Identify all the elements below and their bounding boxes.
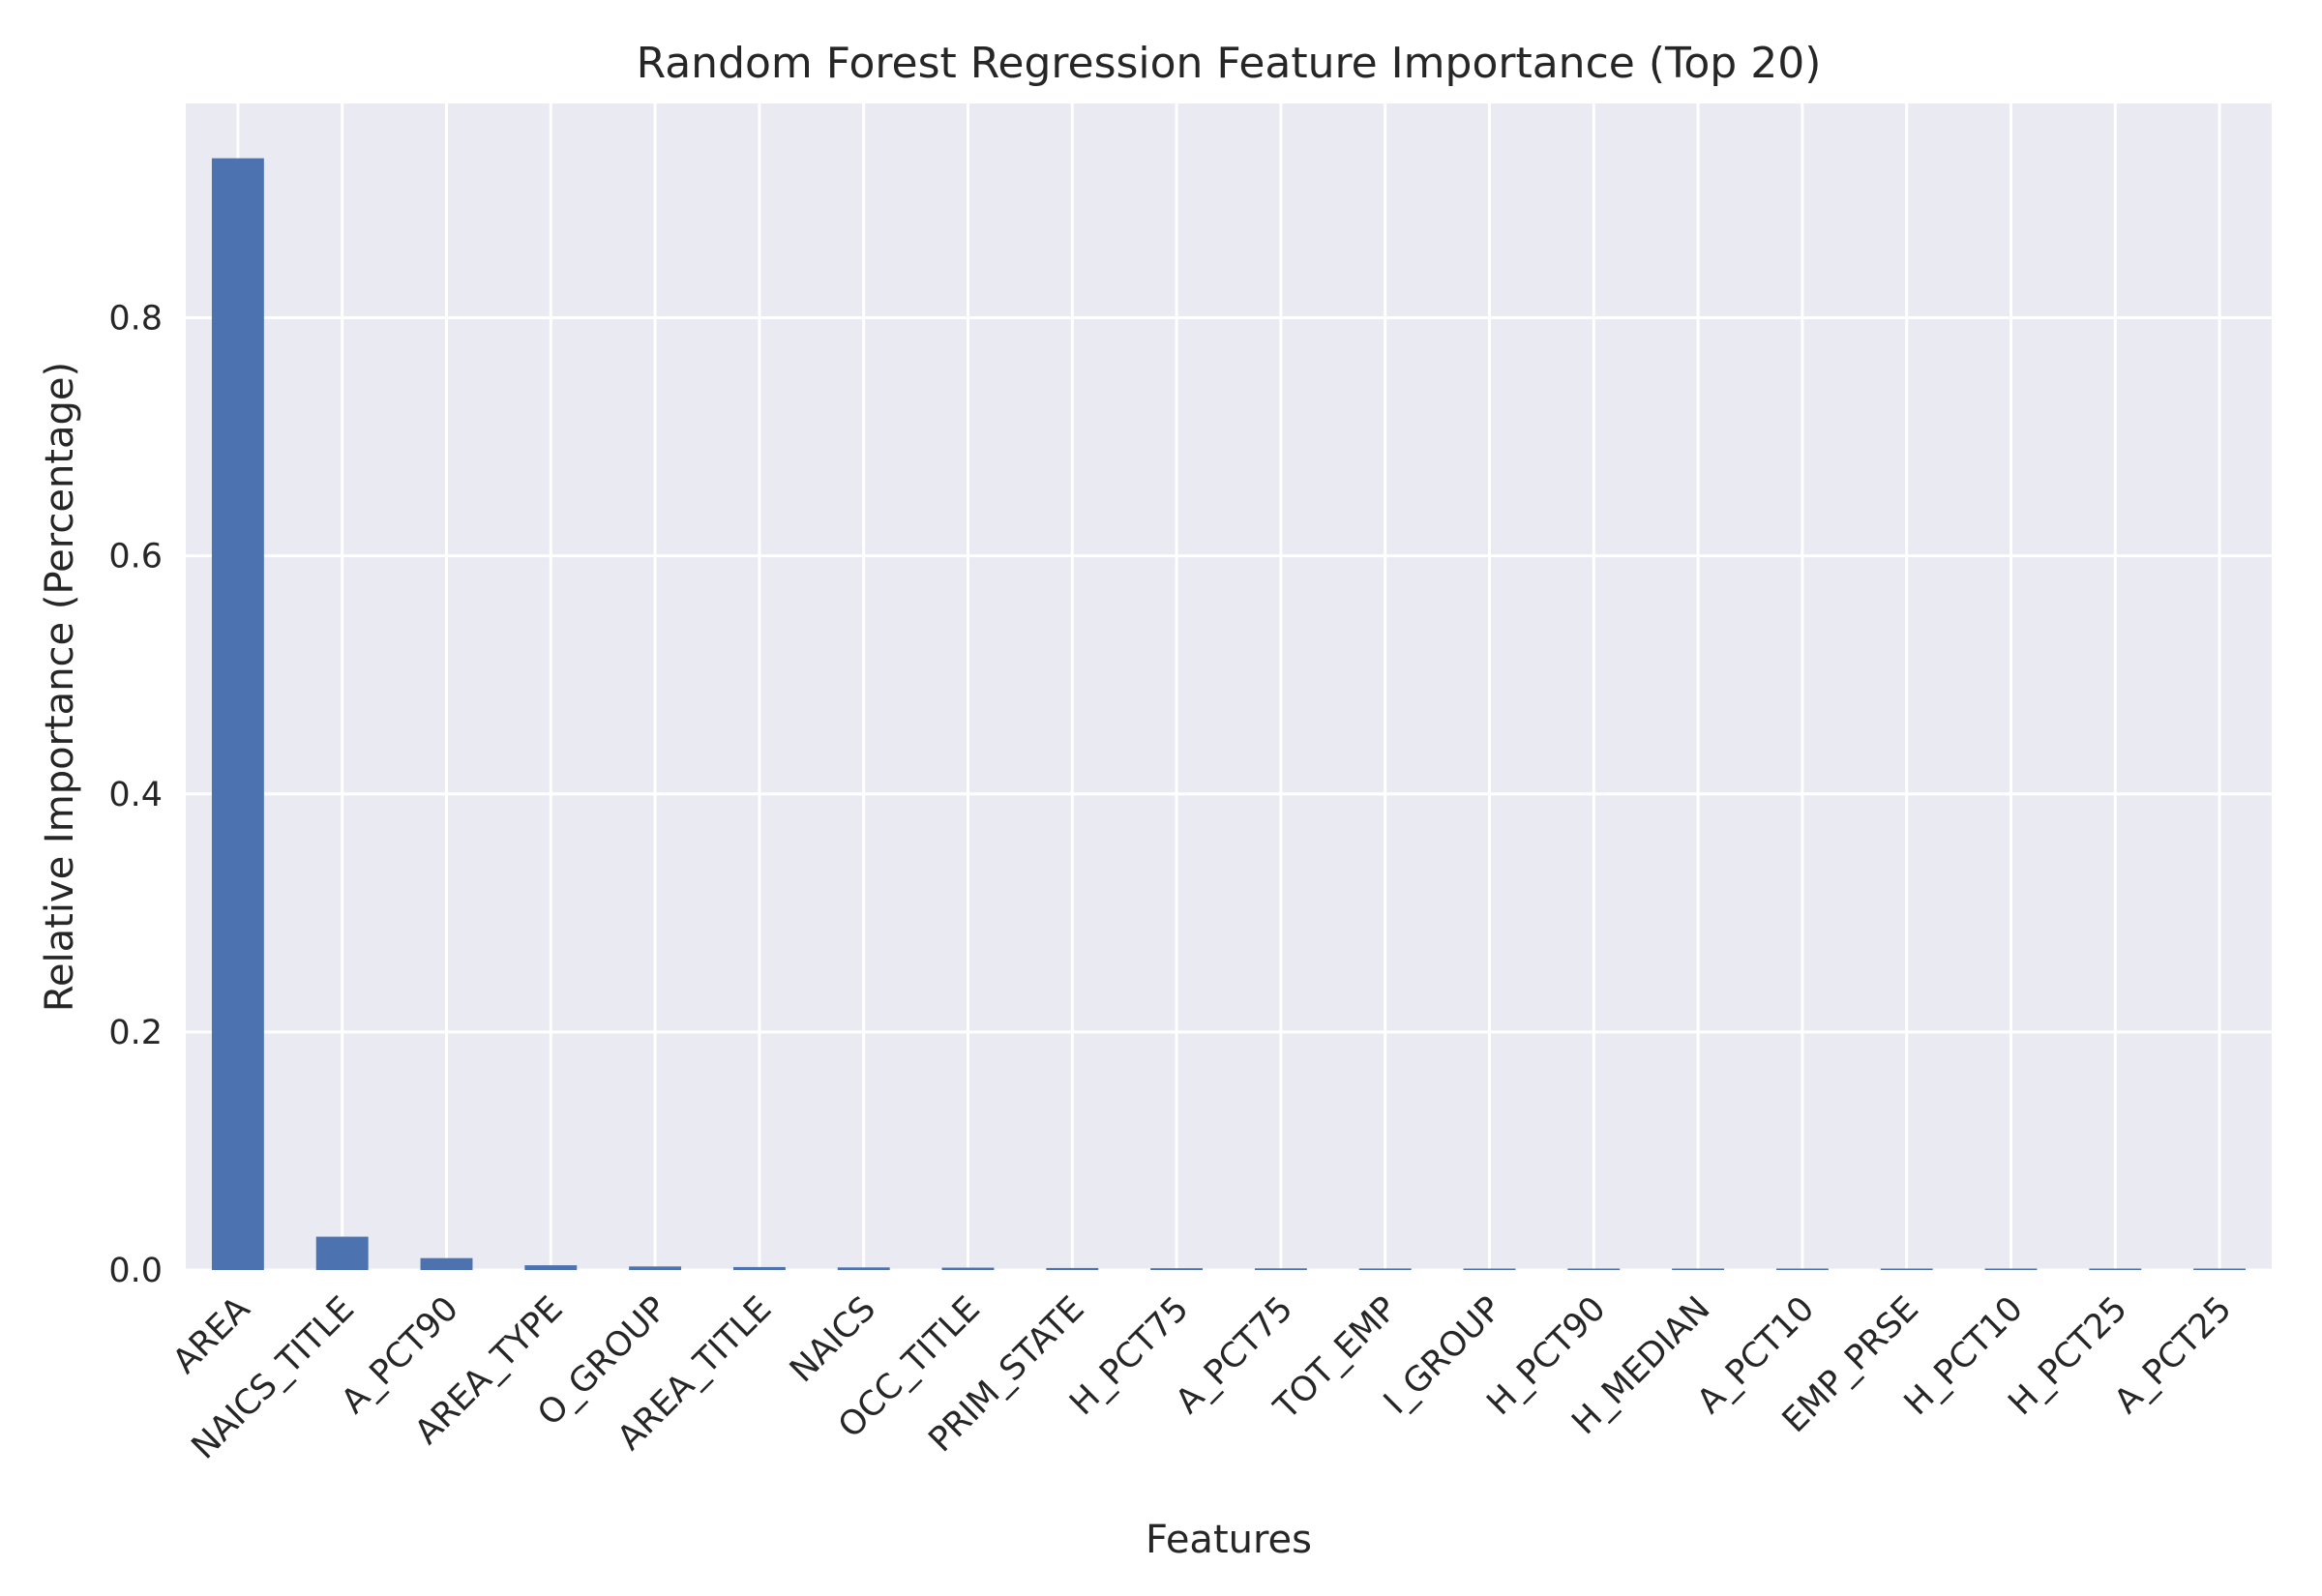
bar-naics xyxy=(837,1267,890,1270)
bar-a-pct10 xyxy=(1775,1268,1829,1270)
bar-h-median xyxy=(1672,1268,1725,1270)
bar-h-pct90 xyxy=(1567,1268,1621,1270)
y-tick-labels: 0.0 0.2 0.4 0.6 0.8 xyxy=(108,300,163,1290)
bar-h-pct75 xyxy=(1150,1268,1204,1270)
bar-o-group xyxy=(629,1266,682,1270)
y-tick-label: 0.4 xyxy=(108,776,163,814)
chart-title: Random Forest Regression Feature Importa… xyxy=(637,39,1822,88)
bar-area-title xyxy=(732,1266,786,1270)
bar-i-group xyxy=(1463,1268,1516,1270)
bar-naics-title xyxy=(315,1236,369,1270)
x-axis-label: Features xyxy=(1146,1518,1312,1562)
bar-occ-title xyxy=(941,1267,995,1270)
bars xyxy=(211,158,2247,1271)
bar-area-type xyxy=(524,1265,578,1270)
bar-a-pct75 xyxy=(1254,1268,1307,1270)
y-axis-label: Relative Importance (Percentage) xyxy=(38,362,82,1012)
bar-h-pct25 xyxy=(2089,1268,2142,1270)
bar-a-pct90 xyxy=(420,1257,473,1270)
x-tick-label: AREA xyxy=(165,1289,257,1381)
x-tick-labels: AREANAICS_TITLEA_PCT90AREA_TYPEO_GROUPAR… xyxy=(165,1289,2239,1466)
plot-background xyxy=(186,103,2272,1270)
x-tick-label: NAICS xyxy=(783,1289,883,1390)
bar-area xyxy=(211,158,264,1271)
bar-h-pct10 xyxy=(1984,1268,2038,1270)
y-tick-label: 0.2 xyxy=(108,1014,163,1052)
y-tick-label: 0.6 xyxy=(108,538,163,576)
y-tick-label: 0.8 xyxy=(108,300,163,339)
bar-tot-emp xyxy=(1358,1268,1412,1270)
bar-prim-state xyxy=(1046,1267,1099,1270)
bar-a-pct25 xyxy=(2193,1268,2247,1270)
y-tick-label: 0.0 xyxy=(108,1252,163,1290)
bar-emp-prse xyxy=(1880,1268,1933,1270)
